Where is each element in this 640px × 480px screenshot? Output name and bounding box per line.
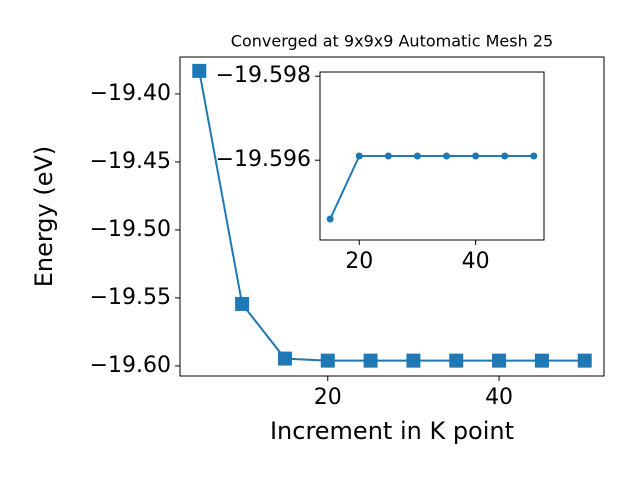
marker: [277, 351, 292, 366]
y-tick-label: −19.598: [216, 63, 311, 88]
y-tick-label: −19.45: [90, 149, 171, 174]
y-tick-label: −19.60: [90, 353, 171, 378]
marker: [355, 152, 363, 160]
axes-frame: [179, 56, 605, 377]
x-tick-label: 20: [314, 385, 342, 410]
y-tick-label: −19.596: [216, 147, 311, 172]
x-tick-label: 20: [345, 249, 373, 274]
marker: [534, 353, 549, 368]
marker: [413, 152, 421, 160]
marker: [406, 353, 421, 368]
marker: [192, 63, 207, 78]
marker: [320, 353, 335, 368]
marker: [492, 353, 507, 368]
axes-frame: [319, 71, 545, 241]
marker: [577, 353, 592, 368]
marker: [363, 353, 378, 368]
marker: [384, 152, 392, 160]
y-tick-label: −19.40: [90, 81, 171, 106]
y-tick-label: −19.50: [90, 217, 171, 242]
marker: [501, 152, 509, 160]
marker: [235, 296, 250, 311]
series-line: [329, 155, 534, 220]
chart-title: Converged at 9x9x9 Automatic Mesh 25: [231, 32, 553, 51]
marker: [449, 353, 464, 368]
marker: [443, 152, 451, 160]
x-axis-label: Increment in K point: [270, 417, 514, 445]
y-axis-label: Energy (eV): [30, 146, 58, 288]
x-tick-label: 40: [485, 385, 513, 410]
series-line: [198, 70, 585, 362]
marker: [326, 215, 334, 223]
marker: [530, 152, 538, 160]
marker: [472, 152, 480, 160]
y-tick-label: −19.55: [90, 285, 171, 310]
x-tick-label: 40: [462, 249, 490, 274]
